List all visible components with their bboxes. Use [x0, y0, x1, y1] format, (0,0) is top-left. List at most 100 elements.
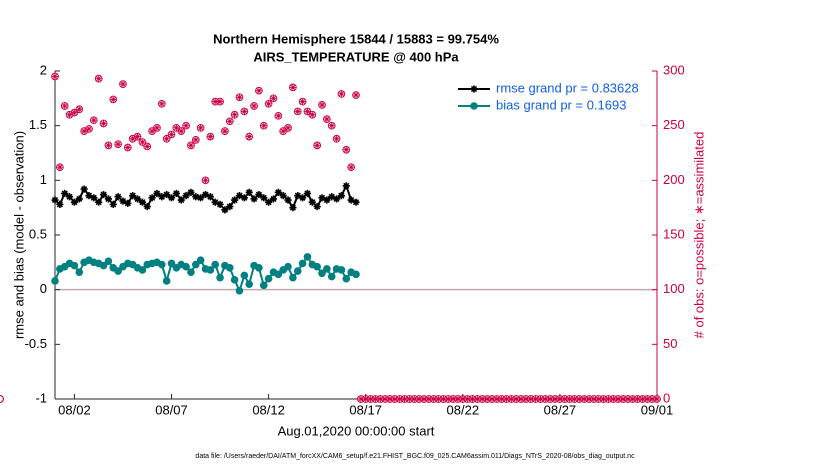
- marker-asterisk: [643, 395, 651, 403]
- marker-asterisk: [65, 193, 74, 201]
- marker: [158, 193, 166, 201]
- x-tick-label: 09/01: [641, 402, 674, 417]
- marker: [104, 257, 113, 266]
- marker-asterisk: [454, 395, 462, 403]
- marker-asterisk: [216, 200, 224, 208]
- marker: [269, 195, 278, 203]
- marker-asterisk: [536, 395, 545, 403]
- marker: [99, 190, 108, 199]
- marker-asterisk: [177, 127, 185, 135]
- marker-asterisk: [541, 395, 549, 403]
- marker-circle: [85, 125, 93, 133]
- marker: [167, 194, 176, 202]
- marker-circle: [269, 94, 278, 103]
- marker-asterisk: [70, 108, 79, 117]
- marker: [303, 253, 312, 261]
- y2-tick-label: 250: [663, 117, 685, 132]
- marker: [177, 196, 185, 204]
- marker-asterisk: [274, 112, 282, 120]
- marker: [255, 190, 263, 199]
- marker: [206, 132, 215, 141]
- marker-asterisk: [313, 202, 321, 211]
- marker-asterisk: [502, 395, 511, 403]
- marker: [70, 108, 79, 117]
- marker-asterisk: [381, 395, 389, 403]
- x-tick-label: 08/02: [58, 402, 91, 417]
- marker-asterisk: [313, 141, 321, 149]
- marker-asterisk: [153, 124, 161, 132]
- marker-circle: [240, 107, 249, 116]
- marker-asterisk: [231, 196, 239, 204]
- marker: [347, 163, 355, 172]
- marker-asterisk: [274, 188, 282, 196]
- marker: [182, 121, 190, 130]
- marker-asterisk: [226, 202, 234, 211]
- marker-circle: [225, 117, 234, 126]
- marker-circle: [274, 111, 283, 120]
- marker: [323, 265, 331, 273]
- marker: [255, 86, 263, 95]
- marker-asterisk: [590, 395, 598, 403]
- marker: [470, 102, 478, 110]
- marker: [327, 272, 336, 281]
- marker: [114, 267, 122, 275]
- marker: [250, 195, 258, 203]
- marker-circle: [177, 127, 186, 135]
- marker-circle: [157, 99, 166, 108]
- marker: [293, 267, 302, 275]
- marker-asterisk: [99, 119, 108, 128]
- marker: [245, 132, 254, 141]
- marker: [114, 193, 122, 201]
- marker-asterisk: [240, 194, 248, 202]
- marker-circle: [114, 140, 122, 149]
- marker: [182, 262, 190, 271]
- marker-asterisk: [653, 395, 661, 403]
- marker-asterisk: [221, 127, 229, 135]
- chart-title: Northern Hemisphere 15844 / 15883 = 99.7…: [213, 31, 499, 46]
- marker-asterisk: [163, 135, 171, 143]
- marker-asterisk: [337, 90, 346, 98]
- legend-label: bias grand pr = 0.1693: [496, 97, 626, 112]
- marker: [138, 198, 146, 206]
- marker-asterisk: [114, 140, 122, 148]
- marker-asterisk: [298, 98, 307, 106]
- marker-asterisk: [580, 395, 588, 403]
- marker: [167, 130, 176, 139]
- marker-asterisk: [119, 197, 127, 205]
- marker: [187, 268, 195, 276]
- marker: [653, 395, 661, 403]
- marker-asterisk: [221, 206, 229, 214]
- marker-asterisk: [638, 395, 647, 403]
- marker: [308, 198, 316, 206]
- marker-asterisk: [182, 122, 190, 130]
- marker-asterisk: [167, 130, 176, 139]
- marker-asterisk: [158, 193, 166, 201]
- marker-asterisk: [347, 196, 355, 204]
- marker-circle: [167, 130, 176, 139]
- marker-asterisk: [284, 196, 292, 204]
- marker: [201, 190, 210, 199]
- marker: [294, 192, 302, 200]
- marker: [226, 202, 234, 211]
- marker-asterisk: [75, 105, 83, 113]
- marker: [284, 262, 292, 271]
- marker: [94, 74, 103, 83]
- marker-asterisk: [119, 80, 127, 88]
- marker: [56, 200, 64, 208]
- marker: [56, 163, 64, 172]
- marker-circle: [255, 86, 263, 95]
- marker-asterisk: [595, 395, 603, 403]
- marker: [352, 91, 360, 99]
- marker-asterisk: [629, 395, 637, 403]
- marker-circle: [128, 134, 137, 143]
- marker-circle: [264, 99, 273, 108]
- marker: [250, 102, 258, 110]
- marker: [119, 80, 127, 88]
- y2-tick-label: 50: [663, 336, 677, 351]
- marker-asterisk: [556, 395, 564, 403]
- marker: [148, 194, 156, 202]
- marker-circle: [327, 121, 336, 130]
- marker: [80, 127, 88, 135]
- marker: [269, 94, 278, 103]
- marker: [177, 127, 186, 135]
